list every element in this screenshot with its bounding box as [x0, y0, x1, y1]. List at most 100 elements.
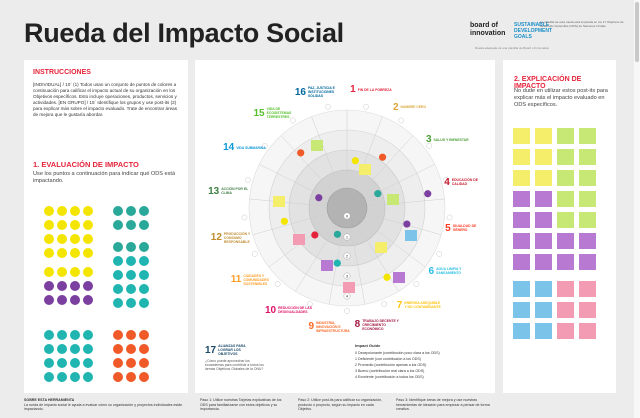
dot-sticker[interactable]	[70, 330, 80, 340]
post-it[interactable]	[557, 281, 574, 297]
post-it[interactable]	[579, 170, 596, 186]
dot-sticker[interactable]	[126, 284, 136, 294]
post-it[interactable]	[513, 191, 530, 207]
dot-sticker[interactable]	[70, 344, 80, 354]
dot-sticker[interactable]	[83, 372, 93, 382]
post-it[interactable]	[535, 191, 552, 207]
dot-sticker[interactable]	[139, 284, 149, 294]
dot-sticker[interactable]	[83, 358, 93, 368]
dot-sticker[interactable]	[113, 284, 123, 294]
post-it[interactable]	[579, 281, 596, 297]
wheel-post-it[interactable]	[321, 260, 333, 271]
dot-sticker[interactable]	[70, 234, 80, 244]
dot-sticker[interactable]	[126, 330, 136, 340]
scrollbar-thumb[interactable]	[635, 2, 639, 62]
placed-dot[interactable]	[297, 149, 305, 157]
dot-sticker[interactable]	[44, 220, 54, 230]
dot-sticker[interactable]	[113, 206, 123, 216]
dot-sticker[interactable]	[70, 372, 80, 382]
dot-sticker[interactable]	[126, 220, 136, 230]
scrollbar[interactable]	[634, 0, 640, 418]
wheel-post-it[interactable]	[387, 194, 399, 205]
post-it[interactable]	[535, 323, 552, 339]
dot-sticker[interactable]	[44, 372, 54, 382]
placed-dot[interactable]	[351, 157, 359, 165]
dot-sticker[interactable]	[126, 372, 136, 382]
dot-sticker[interactable]	[139, 330, 149, 340]
wheel-post-it[interactable]	[343, 282, 355, 293]
placed-dot[interactable]	[333, 230, 342, 238]
dot-sticker[interactable]	[139, 242, 149, 252]
post-it[interactable]	[535, 233, 552, 249]
dot-sticker[interactable]	[83, 206, 93, 216]
dot-sticker[interactable]	[139, 298, 149, 308]
post-it[interactable]	[535, 254, 552, 270]
placed-dot[interactable]	[311, 231, 319, 239]
wheel-post-it[interactable]	[311, 140, 323, 151]
dot-sticker[interactable]	[113, 344, 123, 354]
dot-sticker[interactable]	[113, 330, 123, 340]
dot-sticker[interactable]	[70, 220, 80, 230]
wheel-post-it[interactable]	[393, 272, 405, 283]
dot-sticker[interactable]	[57, 281, 67, 291]
dot-sticker[interactable]	[44, 330, 54, 340]
post-it[interactable]	[513, 281, 530, 297]
dot-sticker[interactable]	[83, 248, 93, 258]
dot-sticker[interactable]	[113, 298, 123, 308]
placed-dot[interactable]	[333, 259, 341, 267]
dot-sticker[interactable]	[70, 206, 80, 216]
dot-sticker[interactable]	[57, 344, 67, 354]
dot-sticker[interactable]	[57, 234, 67, 244]
dot-sticker[interactable]	[139, 358, 149, 368]
post-it[interactable]	[579, 302, 596, 318]
post-it[interactable]	[513, 233, 530, 249]
post-it[interactable]	[579, 212, 596, 228]
dot-sticker[interactable]	[126, 206, 136, 216]
dot-sticker[interactable]	[126, 344, 136, 354]
wheel-post-it[interactable]	[405, 230, 417, 241]
post-it[interactable]	[557, 128, 574, 144]
dot-sticker[interactable]	[70, 358, 80, 368]
dot-sticker[interactable]	[57, 206, 67, 216]
dot-sticker[interactable]	[57, 330, 67, 340]
post-it[interactable]	[535, 212, 552, 228]
post-it[interactable]	[579, 149, 596, 165]
dot-sticker[interactable]	[113, 220, 123, 230]
dot-sticker[interactable]	[70, 281, 80, 291]
dot-sticker[interactable]	[113, 358, 123, 368]
dot-sticker[interactable]	[126, 256, 136, 266]
post-it[interactable]	[535, 302, 552, 318]
placed-dot[interactable]	[383, 273, 391, 281]
dot-sticker[interactable]	[44, 295, 54, 305]
dot-sticker[interactable]	[44, 267, 54, 277]
dot-sticker[interactable]	[139, 220, 149, 230]
dot-sticker[interactable]	[83, 330, 93, 340]
placed-dot[interactable]	[424, 190, 432, 198]
post-it[interactable]	[535, 128, 552, 144]
wheel-post-it[interactable]	[359, 164, 371, 175]
dot-sticker[interactable]	[113, 270, 123, 280]
post-it[interactable]	[513, 323, 530, 339]
post-it[interactable]	[557, 302, 574, 318]
post-it[interactable]	[579, 254, 596, 270]
dot-sticker[interactable]	[139, 270, 149, 280]
wheel-post-it[interactable]	[293, 234, 305, 245]
dot-sticker[interactable]	[139, 206, 149, 216]
post-it[interactable]	[513, 149, 530, 165]
post-it[interactable]	[557, 170, 574, 186]
dot-sticker[interactable]	[126, 242, 136, 252]
dot-sticker[interactable]	[57, 372, 67, 382]
placed-dot[interactable]	[403, 220, 411, 228]
dot-sticker[interactable]	[57, 295, 67, 305]
post-it[interactable]	[579, 128, 596, 144]
post-it[interactable]	[513, 128, 530, 144]
dot-sticker[interactable]	[57, 358, 67, 368]
placed-dot[interactable]	[378, 153, 387, 161]
post-it[interactable]	[535, 170, 552, 186]
dot-sticker[interactable]	[70, 295, 80, 305]
dot-sticker[interactable]	[70, 248, 80, 258]
post-it[interactable]	[579, 191, 596, 207]
post-it[interactable]	[557, 212, 574, 228]
dot-sticker[interactable]	[44, 344, 54, 354]
post-it[interactable]	[535, 281, 552, 297]
